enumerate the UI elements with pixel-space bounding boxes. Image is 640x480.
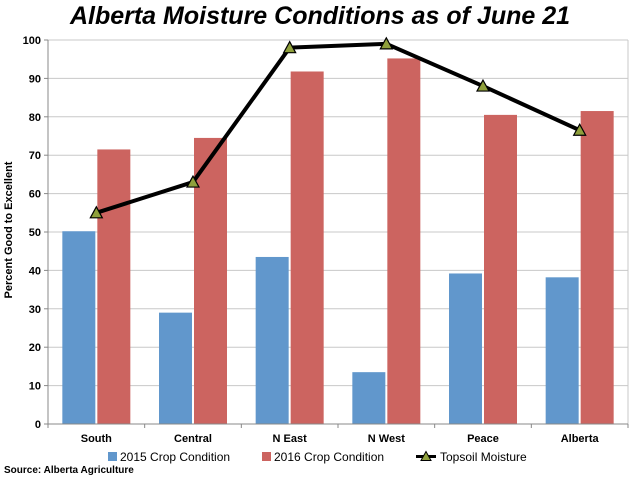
legend-label: 2015 Crop Condition [120,450,230,464]
y-tick-label: 70 [29,150,41,162]
y-tick-label: 90 [29,73,41,85]
y-tick-label: 40 [29,265,41,277]
y-tick-label: 50 [29,227,41,239]
x-tick-label: Alberta [561,433,600,445]
topsoil-moisture-line [95,41,581,215]
source-note: Source: Alberta Agriculture [4,465,134,476]
bar [580,111,614,424]
line-point [185,174,201,188]
chart-title: Alberta Moisture Conditions as of June 2… [69,2,571,30]
legend-swatch [108,452,117,461]
line-point [282,40,297,54]
x-tick-label: N West [368,433,405,445]
y-tick-label: 30 [29,304,41,316]
y-tick-label: 10 [29,381,41,393]
bar [352,372,386,424]
legend-swatch [262,452,271,461]
bar [97,149,131,424]
y-tick-label: 20 [29,342,41,354]
bar [159,312,192,424]
tick-labels: 0 10 20 30 40 50 60 70 80 90 100 South Central N East… [23,35,600,445]
bars [62,58,614,425]
bar [255,256,289,424]
bar [62,231,96,424]
y-tick-label: 60 [29,189,41,201]
bar [484,114,517,424]
legend: 2015 Crop Condition 2016 Crop Condition To… [108,450,527,464]
x-tick-label: Peace [467,433,499,445]
x-tick-label: Central [174,433,212,445]
x-tick-label: N East [273,433,308,445]
y-tick-label: 100 [23,35,41,47]
y-axis-label: Percent Good to Excellent [3,161,15,298]
gridlines [48,39,629,425]
line-point [572,122,587,136]
bar [194,137,227,425]
line-point [475,78,491,92]
bar [290,71,324,424]
legend-label: 2016 Crop Condition [274,450,384,464]
topsoil-line [89,36,587,219]
legend-label: Topsoil Moisture [440,450,527,464]
bar [449,273,482,424]
legend-marker [420,450,432,461]
line-point [89,205,104,219]
y-tick-label: 80 [29,112,41,124]
line-point [379,36,394,50]
y-tick-label: 0 [35,419,41,431]
bar [387,58,421,424]
axes [44,39,629,428]
x-tick-label: South [81,433,112,445]
bar [545,277,579,424]
